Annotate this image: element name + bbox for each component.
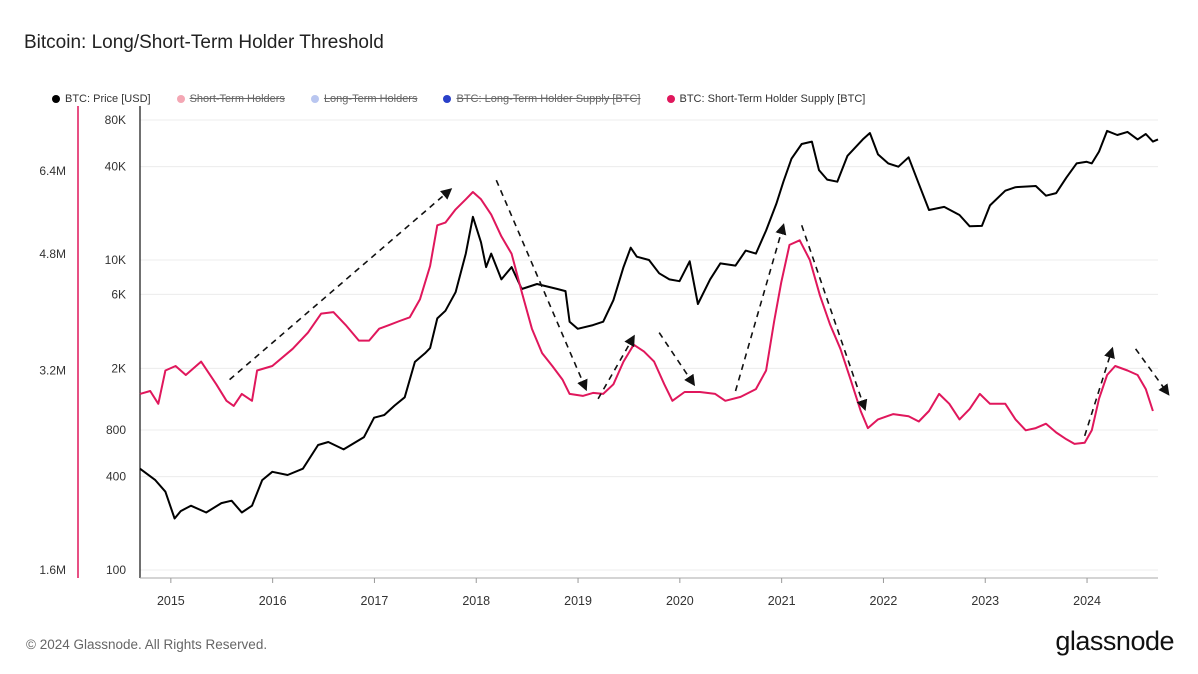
- legend-item[interactable]: Short-Term Holders: [176, 93, 285, 105]
- series-line-btc-price: [139, 129, 1159, 520]
- x-axis-tick-label: 2017: [361, 594, 389, 608]
- legend-item[interactable]: BTC: Short-Term Holder Supply [BTC]: [666, 93, 866, 105]
- legend-item[interactable]: BTC: Price [USD]: [52, 93, 151, 105]
- x-axis-tick-label: 2021: [768, 594, 796, 608]
- legend-dot-icon: [52, 95, 60, 103]
- trend-arrow-annotation: [658, 332, 696, 387]
- price-axis-tick-label: 2K: [111, 361, 126, 375]
- price-axis-tick-label: 40K: [105, 160, 126, 174]
- price-axis-tick-label: 6K: [111, 287, 126, 301]
- legend-item[interactable]: Long-Term Holders: [310, 93, 418, 105]
- copyright-text: © 2024 Glassnode. All Rights Reserved.: [26, 637, 268, 652]
- series-line-sth-supply: [139, 191, 1154, 445]
- legend-label: BTC: Long-Term Holder Supply [BTC]: [456, 93, 641, 105]
- x-axis-tick-label: 2023: [971, 594, 999, 608]
- chart-legend: BTC: Price [USD] Short-Term Holders Long-T…: [52, 93, 865, 105]
- price-axis-tick-label: 100: [106, 563, 126, 577]
- x-axis-tick-label: 2015: [157, 594, 185, 608]
- trend-arrow-annotation: [597, 334, 635, 400]
- grid-lines: [140, 119, 1158, 571]
- trend-arrow-annotation: [1083, 346, 1115, 437]
- trend-arrow-annotation: [800, 225, 868, 412]
- legend-label: BTC: Short-Term Holder Supply [BTC]: [679, 93, 866, 105]
- trend-arrow-annotation: [734, 223, 787, 392]
- trend-arrow-annotation: [495, 179, 588, 392]
- x-axis-tick-label: 2020: [666, 594, 694, 608]
- x-axis-tick-label: 2024: [1073, 594, 1101, 608]
- trend-arrow-annotation: [1134, 348, 1170, 396]
- x-axis-tick-label: 2019: [564, 594, 592, 608]
- chart-title: Bitcoin: Long/Short-Term Holder Threshol…: [24, 32, 384, 53]
- x-axis-tick-label: 2022: [870, 594, 898, 608]
- price-axis-tick-label: 800: [106, 423, 126, 437]
- price-axis-tick-label: 10K: [105, 253, 126, 267]
- supply-axis-tick-label: 6.4M: [39, 164, 66, 178]
- legend-item[interactable]: BTC: Long-Term Holder Supply [BTC]: [443, 93, 641, 105]
- x-axis-tick-label: 2016: [259, 594, 287, 608]
- supply-axis-tick-label: 3.2M: [39, 364, 66, 378]
- supply-axis-tick-label: 1.6M: [39, 563, 66, 577]
- legend-label: Long-Term Holders: [323, 93, 418, 105]
- legend-label: BTC: Price [USD]: [65, 93, 151, 105]
- legend-label: Short-Term Holders: [189, 93, 285, 105]
- supply-axis-tick-label: 4.8M: [39, 247, 66, 261]
- legend-dot-icon: [176, 95, 185, 103]
- trend-arrow-annotation: [229, 188, 453, 381]
- glassnode-logo[interactable]: glassnode: [1055, 626, 1174, 656]
- price-axis-tick-label: 80K: [105, 113, 126, 127]
- legend-dot-icon: [310, 95, 319, 103]
- x-axis-tick-label: 2018: [462, 594, 490, 608]
- legend-dot-icon: [443, 95, 452, 103]
- price-axis-tick-label: 400: [106, 470, 126, 484]
- legend-dot-icon: [666, 95, 675, 103]
